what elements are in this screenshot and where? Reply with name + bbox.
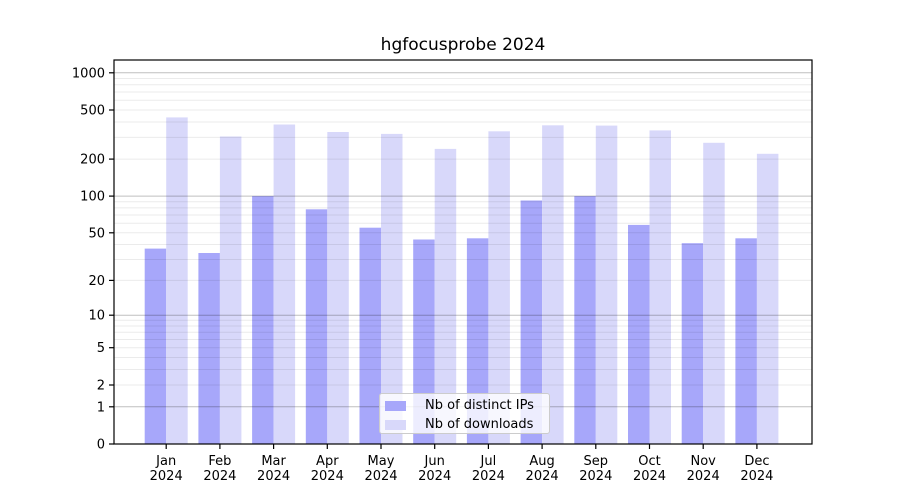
y-tick-label: 500: [80, 104, 105, 119]
bar-nov-distinct-ips: [681, 243, 704, 444]
x-tick-label-year: 2024: [526, 469, 559, 484]
legend-label-downloads: Nb of downloads: [425, 417, 534, 432]
bar-mar-distinct-ips: [252, 196, 274, 444]
y-tick-label: 2: [97, 379, 105, 394]
bar-apr-distinct-ips: [305, 209, 328, 444]
x-tick-label-year: 2024: [633, 469, 666, 484]
bar-dec-distinct-ips: [735, 238, 757, 444]
y-tick-label: 200: [80, 153, 105, 168]
bar-sep-downloads: [595, 125, 618, 444]
x-tick-label-month: Nov: [691, 454, 717, 469]
legend-item-distinct-ips: Nb of distinct IPs: [385, 396, 549, 415]
bar-jul-downloads: [488, 131, 510, 445]
x-tick-label-month: Mar: [261, 454, 286, 469]
bar-nov-downloads: [703, 142, 725, 445]
y-tick-label: 20: [88, 274, 105, 289]
bar-jan-distinct-ips: [144, 248, 167, 444]
bar-jul-distinct-ips: [466, 238, 489, 444]
x-tick-label-month: May: [368, 454, 395, 469]
y-tick-label: 5: [97, 341, 105, 356]
legend-swatch-downloads-icon: [385, 419, 406, 430]
x-tick-label-month: Feb: [208, 454, 231, 469]
x-tick-label-month: Dec: [744, 454, 769, 469]
legend-label-distinct-ips: Nb of distinct IPs: [425, 398, 534, 413]
x-tick-label-year: 2024: [740, 469, 773, 484]
x-tick-label-year: 2024: [257, 469, 290, 484]
x-tick-label-year: 2024: [364, 469, 397, 484]
x-tick-label-month: Sep: [584, 454, 609, 469]
bar-aug-distinct-ips: [520, 200, 543, 444]
x-tick-label-month: Aug: [529, 454, 554, 469]
y-tick-label: 10: [88, 309, 105, 324]
y-tick-label: 0: [97, 438, 105, 453]
y-tick-label: 50: [88, 226, 105, 241]
bar-mar-downloads: [273, 124, 296, 444]
x-tick-label-month: Oct: [638, 454, 660, 469]
legend-item-downloads: Nb of downloads: [385, 415, 549, 434]
plot-frame: [113, 59, 813, 445]
bar-sep-distinct-ips: [574, 196, 596, 444]
bar-may-downloads: [381, 133, 403, 444]
legend: Nb of distinct IPs Nb of downloads: [379, 393, 550, 434]
chart-title: hgfocusprobe 2024: [380, 35, 546, 55]
x-tick-label-year: 2024: [150, 469, 183, 484]
x-tick-label-month: Apr: [316, 454, 339, 469]
y-tick-label: 1000: [72, 66, 105, 81]
bar-jun-distinct-ips: [413, 239, 435, 444]
legend-swatch-distinct-ips-icon: [385, 400, 406, 411]
x-tick-label-year: 2024: [203, 469, 236, 484]
bar-oct-downloads: [649, 130, 671, 444]
x-tick-label-year: 2024: [472, 469, 505, 484]
y-tick-label: 100: [80, 190, 105, 205]
x-tick-label-year: 2024: [579, 469, 612, 484]
bar-aug-downloads: [542, 125, 564, 445]
bar-jan-downloads: [166, 117, 188, 445]
bar-jun-downloads: [434, 148, 457, 444]
x-tick-label-year: 2024: [311, 469, 344, 484]
bar-oct-distinct-ips: [628, 224, 650, 444]
bar-feb-downloads: [219, 136, 242, 444]
x-tick-label-year: 2024: [687, 469, 720, 484]
y-tick-label: 1: [97, 400, 105, 415]
x-tick-label-month: Jul: [480, 454, 497, 469]
x-tick-label-month: Jun: [424, 454, 445, 469]
x-tick-label-month: Jan: [155, 454, 176, 469]
bar-may-distinct-ips: [359, 227, 381, 444]
bar-apr-downloads: [327, 132, 349, 444]
bar-feb-distinct-ips: [198, 253, 220, 444]
x-tick-label-year: 2024: [418, 469, 451, 484]
bar-dec-downloads: [756, 153, 779, 445]
